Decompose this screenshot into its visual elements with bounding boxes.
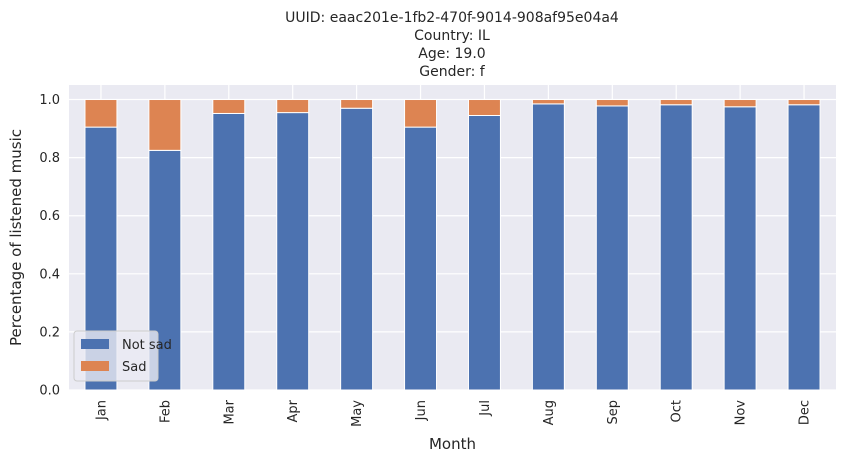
x-tick-labels: Jan Feb Mar Apr May Jun Jul Aug Sep Oct Nov Dec <box>94 399 812 427</box>
x-tick-label: Jun <box>414 400 429 421</box>
bar-not-sad-dec <box>787 104 821 391</box>
bar-not-sad-mar <box>212 112 246 391</box>
bar-not-sad-nov <box>723 106 757 391</box>
bar-sad-dec <box>787 99 821 106</box>
x-tick-label: Dec <box>798 400 813 425</box>
x-tick-label: Aug <box>542 400 557 425</box>
bar-sad-oct <box>659 99 693 106</box>
legend-swatch-sad <box>81 361 109 371</box>
y-tick-label: 0.8 <box>39 151 60 166</box>
x-tick-label: Apr <box>286 399 301 422</box>
y-tick-label: 0.0 <box>39 384 60 399</box>
x-tick-label: May <box>350 400 365 427</box>
bars <box>84 99 821 391</box>
bar-not-sad-apr <box>276 112 310 391</box>
bar-sad-jun <box>404 99 438 128</box>
title-line-country: Country: IL <box>414 28 490 44</box>
legend-swatch-not-sad <box>81 339 109 349</box>
bar-not-sad-aug <box>531 103 565 391</box>
y-axis-label: Percentage of listened music <box>7 129 25 346</box>
legend: Not sad Sad <box>73 330 172 382</box>
chart-title: UUID: eaac201e-1fb2-470f-9014-908af95e04… <box>285 10 619 80</box>
bar-sad-may <box>340 99 374 109</box>
bar-not-sad-sep <box>595 105 629 391</box>
x-tick-label: Feb <box>158 400 173 423</box>
bar-not-sad-oct <box>659 104 693 391</box>
x-tick-label: Mar <box>222 399 237 424</box>
bar-sad-sep <box>595 99 629 107</box>
title-line-age: Age: 19.0 <box>418 46 485 62</box>
y-tick-label: 0.2 <box>39 325 60 340</box>
bar-not-sad-may <box>340 107 374 391</box>
bar-sad-mar <box>212 99 246 114</box>
bar-sad-feb <box>148 99 182 151</box>
bar-sad-apr <box>276 99 310 114</box>
plot-area <box>69 85 836 390</box>
x-tick-label: Oct <box>670 400 685 422</box>
bar-sad-aug <box>531 99 565 105</box>
bar-sad-jan <box>84 99 118 128</box>
title-line-gender: Gender: f <box>419 64 486 80</box>
x-tick-label: Jan <box>94 400 109 421</box>
bar-sad-nov <box>723 99 757 108</box>
x-tick-label: Jul <box>478 400 493 417</box>
x-tick-label: Sep <box>606 400 621 425</box>
y-tick-label: 0.4 <box>39 267 60 282</box>
x-tick-label: Nov <box>734 400 749 426</box>
legend-label-sad: Sad <box>122 360 146 375</box>
y-tick-label: 0.6 <box>39 209 60 224</box>
legend-label-not-sad: Not sad <box>122 338 172 353</box>
y-tick-labels: 0.0 0.2 0.4 0.6 0.8 1.0 <box>39 93 60 398</box>
bar-not-sad-jul <box>467 115 501 391</box>
y-tick-label: 1.0 <box>39 93 60 108</box>
title-line-uuid: UUID: eaac201e-1fb2-470f-9014-908af95e04… <box>285 10 619 26</box>
x-axis-label: Month <box>429 435 476 453</box>
bar-not-sad-jun <box>404 126 438 391</box>
bar-sad-jul <box>467 99 501 117</box>
